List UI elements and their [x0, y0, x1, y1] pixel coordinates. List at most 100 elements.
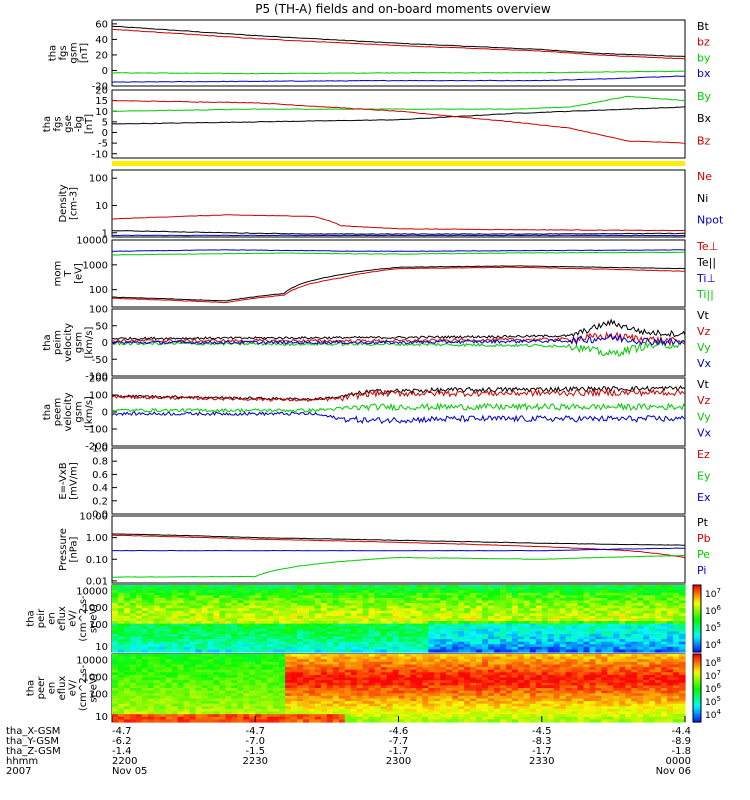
spectrogram-cell	[667, 585, 674, 589]
spectrogram-cell	[517, 667, 525, 671]
spectrogram-cell	[505, 711, 513, 715]
spectrogram-cell	[123, 680, 131, 684]
spectrogram-cell	[482, 698, 489, 702]
spectrogram-cell	[141, 672, 149, 676]
spectrogram-cell	[440, 708, 447, 713]
spectrogram-cell	[237, 628, 244, 632]
spectrogram-cell	[255, 667, 262, 671]
spectrogram-cell	[446, 590, 453, 594]
spectrogram-cell	[619, 585, 626, 589]
spectrogram-cell	[613, 672, 620, 676]
spectrogram-cell	[505, 623, 513, 627]
spectrogram-cell	[374, 690, 382, 694]
spectrogram-cell	[332, 597, 340, 602]
spectrogram-cell	[571, 664, 579, 668]
ylabel-line: velocity	[63, 392, 74, 431]
spectrogram-cell	[410, 595, 418, 599]
spectrogram-cell	[249, 649, 256, 653]
spectrogram-cell	[619, 674, 626, 679]
spectrogram-cell	[261, 626, 268, 630]
spectrogram-cell	[374, 585, 382, 589]
spectrogram-cell	[488, 613, 495, 617]
spectrogram-cell	[255, 605, 262, 609]
spectrogram-cell	[326, 669, 334, 673]
ylabel-line: mom	[53, 261, 64, 287]
spectrogram-cell	[661, 626, 668, 630]
spectrogram-cell	[117, 610, 125, 614]
spectrogram-cell	[338, 628, 346, 632]
spectrogram-cell	[625, 618, 632, 622]
spectrogram-cell	[607, 636, 614, 640]
spectrogram-cell	[517, 631, 525, 635]
spectrogram-cell	[207, 714, 215, 718]
spectrogram-cell	[261, 664, 268, 668]
spectrogram-cell	[535, 608, 543, 612]
spectrogram-cell	[243, 628, 250, 632]
spectrogram-cell	[673, 608, 680, 612]
spectrogram-cell	[517, 639, 525, 643]
spectrogram-cell	[159, 693, 167, 697]
spectrogram-cell	[207, 711, 215, 715]
spectrogram-cell	[356, 688, 364, 692]
spectrogram-cell	[249, 631, 256, 635]
spectrogram-cell	[171, 641, 179, 645]
spectrogram-cell	[189, 674, 197, 679]
spectrogram-cell	[285, 677, 292, 681]
spectrogram-cell	[231, 639, 238, 643]
spectrogram-cell	[332, 608, 340, 612]
spectrogram-cell	[607, 716, 614, 720]
spectrogram-cell	[631, 585, 638, 589]
spectrogram-cell	[404, 628, 412, 632]
spectrogram-cell	[625, 590, 632, 594]
spectrogram-cell	[446, 595, 453, 599]
spectrogram-cell	[165, 615, 173, 620]
spectrogram-cell	[535, 595, 543, 599]
spectrogram-cell	[135, 661, 143, 666]
spectrogram-cell	[595, 716, 603, 720]
spectrogram-cell	[631, 646, 638, 651]
spectrogram-cell	[589, 626, 597, 630]
spectrogram-cell	[458, 631, 465, 635]
spectrogram-cell	[428, 695, 435, 700]
spectrogram-cell	[153, 605, 161, 609]
spectrogram-cell	[458, 701, 465, 705]
spectrogram-cell	[165, 714, 173, 718]
spectrogram-cell	[499, 664, 507, 668]
spectrogram-cell	[303, 649, 310, 653]
spectrogram-cell	[237, 626, 244, 630]
spectrogram-cell	[601, 610, 609, 614]
spectrogram-cell	[225, 646, 232, 651]
spectrogram-cell	[511, 623, 519, 627]
spectrogram-cell	[189, 618, 197, 622]
spectrogram-cell	[129, 626, 137, 630]
spectrogram-cell	[225, 595, 232, 599]
spectrogram-cell	[308, 628, 316, 632]
spectrogram-cell	[374, 639, 382, 643]
spectrogram-cell	[613, 621, 620, 625]
spectrogram-cell	[559, 682, 567, 686]
spectrogram-cell	[422, 626, 429, 630]
spectrogram-cell	[535, 690, 543, 694]
spectrogram-cell	[291, 716, 298, 720]
spectrogram-cell	[523, 706, 531, 710]
spectrogram-cell	[243, 605, 250, 609]
spectrogram-cell	[285, 667, 292, 671]
spectrogram-cell	[488, 698, 495, 702]
spectrogram-cell	[350, 628, 358, 632]
spectrogram-cell	[559, 605, 567, 609]
spectrogram-cell	[613, 613, 620, 617]
spectrogram-cell	[201, 703, 209, 707]
spectrogram-cell	[332, 680, 340, 684]
spectrogram-cell	[553, 669, 561, 673]
spectrogram-cell	[404, 677, 412, 681]
spectrogram-cell	[338, 618, 346, 622]
spectrogram-cell	[565, 703, 573, 707]
spectrogram-cell	[219, 685, 227, 689]
ylabel-line: gsm	[74, 332, 85, 353]
spectrogram-cell	[320, 693, 328, 697]
spectrogram-cell	[219, 690, 227, 694]
spectrogram-cell	[607, 708, 614, 713]
spectrogram-cell	[165, 669, 173, 673]
ytick-label: -200	[85, 442, 108, 453]
spectrogram-cell	[529, 674, 537, 679]
